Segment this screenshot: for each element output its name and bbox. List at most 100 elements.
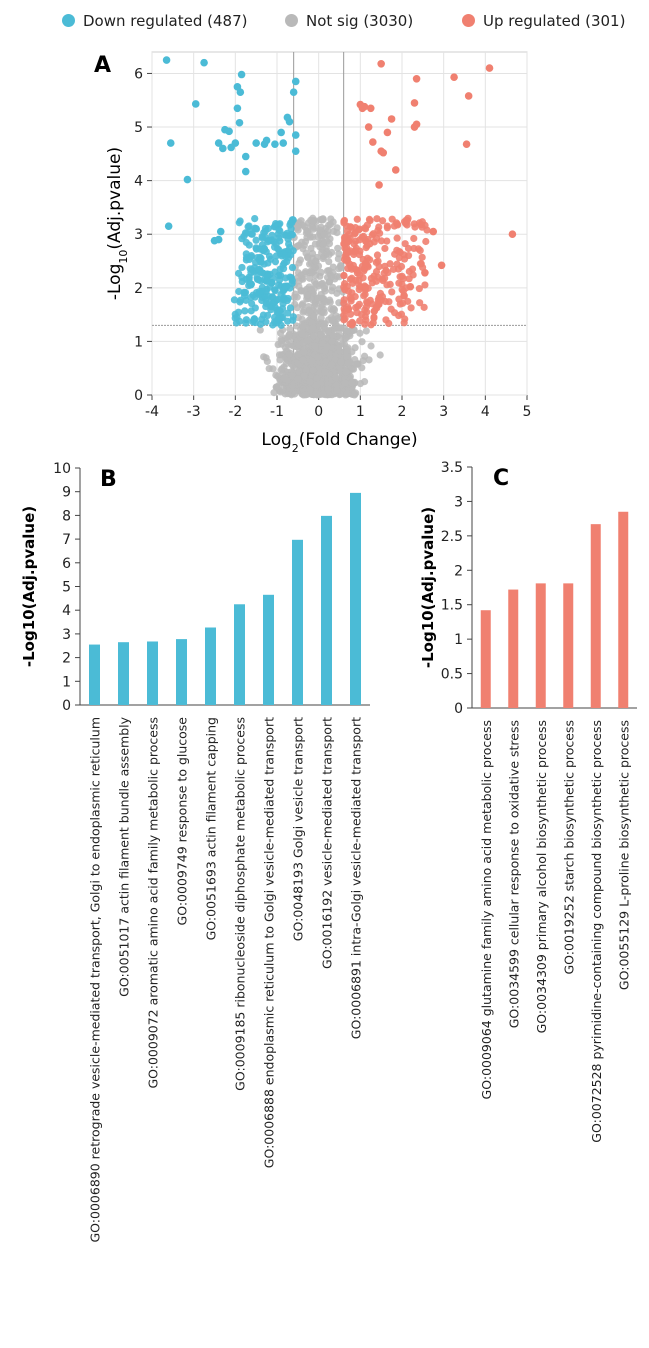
y-tick-label: 3.5 [441, 460, 463, 476]
y-tick-label: 6 [62, 556, 71, 572]
notsig-point [269, 365, 277, 373]
down-point [281, 282, 289, 290]
notsig-point [333, 229, 341, 237]
down-point [238, 273, 246, 281]
down-point [271, 140, 279, 148]
notsig-point [319, 390, 327, 398]
up-point [379, 217, 387, 225]
notsig-point [335, 250, 343, 258]
notsig-point [297, 271, 305, 279]
up-point [356, 317, 364, 325]
notsig-point [341, 379, 349, 387]
down-point [236, 88, 245, 96]
down-point [268, 231, 276, 239]
notsig-point [308, 269, 316, 277]
down-point [245, 222, 253, 230]
up-point [381, 244, 389, 253]
notsig-point [299, 322, 307, 330]
down-point [291, 131, 300, 139]
down-point [214, 235, 223, 244]
down-point [246, 265, 254, 273]
down-point [280, 231, 288, 239]
legend-marker-up [462, 14, 475, 27]
x-tick-label: GO:0009072 aromatic amino acid family me… [146, 717, 161, 1089]
x-tick-label: GO:0055129 L-proline biosynthetic proces… [616, 720, 631, 990]
legend-marker-notsig [285, 14, 298, 27]
y-tick-label: 2 [134, 281, 143, 297]
up-point [410, 99, 419, 107]
notsig-point [337, 262, 345, 270]
notsig-point [328, 316, 336, 324]
legend-label-notsig: Not sig (3030) [306, 12, 414, 30]
up-point [383, 222, 391, 230]
up-point [340, 296, 348, 304]
notsig-point [311, 302, 319, 310]
bar [176, 639, 187, 705]
notsig-point [303, 291, 311, 299]
down-point [255, 288, 263, 296]
y-tick-label: 0.5 [441, 667, 463, 683]
up-point [340, 316, 348, 324]
bar-chart-c: C 0 0.5 1 1.5 2 2.5 3 3.5 -Log10(Adj.pvalue) GO:00… [419, 460, 637, 1143]
up-point [421, 281, 429, 289]
notsig-point [277, 329, 285, 337]
down-point [245, 273, 253, 281]
bar [263, 594, 274, 705]
down-point [236, 296, 245, 304]
x-tick-label: GO:0051017 actin filament bundle assembl… [117, 716, 132, 996]
notsig-point [328, 287, 336, 295]
up-point [412, 74, 421, 83]
down-point [247, 293, 255, 301]
bar [147, 641, 158, 705]
down-point [237, 70, 246, 79]
notsig-point [320, 309, 328, 317]
notsig-point [325, 267, 333, 275]
down-point [183, 175, 192, 184]
up-point [377, 59, 385, 68]
up-point [404, 244, 413, 253]
bar [350, 492, 361, 705]
bar [508, 589, 519, 708]
bar [205, 627, 216, 705]
y-tick-label: 1 [62, 674, 71, 690]
up-point [401, 315, 409, 323]
up-point [391, 166, 400, 174]
up-point [340, 219, 348, 227]
bar [321, 515, 332, 705]
notsig-point [306, 386, 314, 394]
up-point [410, 234, 418, 243]
up-point [375, 181, 383, 189]
down-point [270, 298, 279, 307]
down-point [241, 152, 250, 161]
up-point [410, 123, 419, 131]
down-point [277, 290, 285, 299]
notsig-point [308, 357, 317, 365]
bar [234, 604, 245, 705]
up-point [383, 281, 391, 289]
up-point [485, 64, 494, 72]
bar [590, 524, 601, 708]
down-point [252, 139, 260, 147]
notsig-point [311, 342, 319, 350]
up-point [355, 282, 363, 290]
down-point [279, 265, 288, 273]
up-point [379, 148, 388, 157]
down-point [233, 104, 242, 113]
notsig-point [376, 351, 384, 359]
up-point [382, 316, 390, 324]
down-point [251, 215, 259, 223]
notsig-point [285, 331, 293, 339]
bar [118, 642, 129, 705]
down-point [241, 288, 250, 297]
down-point [269, 274, 277, 283]
notsig-point [333, 386, 341, 394]
up-point [360, 267, 368, 275]
notsig-point [321, 282, 329, 290]
x-tick-label: 5 [523, 404, 532, 420]
y-tick-label: 8 [62, 508, 71, 524]
up-point [346, 293, 354, 301]
down-point [247, 307, 255, 315]
up-point [374, 273, 382, 281]
down-point [279, 139, 288, 147]
notsig-point [360, 352, 369, 360]
